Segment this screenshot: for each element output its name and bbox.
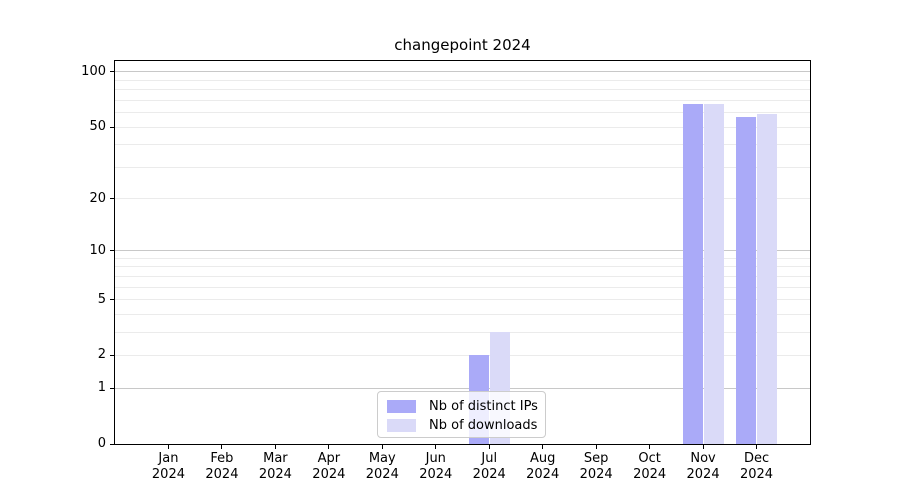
y-tick-label-100: 100 [81, 63, 106, 79]
y-tick-mark-10 [110, 250, 114, 252]
legend-item-distinct-ips: Nb of distinct IPs [378, 397, 545, 416]
legend-item-downloads: Nb of downloads [378, 416, 545, 435]
x-tick-label-aug: Aug 2024 [526, 451, 560, 482]
y-tick-mark-100 [110, 71, 114, 73]
bar-nov-nb-of-distinct-ips [682, 103, 703, 444]
y-gridline-80 [115, 89, 810, 91]
x-tick-label-oct: Oct 2024 [633, 451, 667, 482]
y-gridline-50 [115, 126, 810, 128]
x-tick-label-feb: Feb 2024 [205, 451, 239, 482]
x-tick-mark-sep [595, 445, 597, 449]
chart-title: changepoint 2024 [394, 36, 531, 54]
y-tick-mark-5 [110, 299, 114, 301]
x-tick-label-nov: Nov 2024 [686, 451, 720, 482]
y-gridline-1 [115, 387, 810, 389]
legend-label-distinct-ips: Nb of distinct IPs [429, 399, 538, 414]
y-gridline-30 [115, 166, 810, 168]
legend-swatch-distinct-ips [387, 400, 416, 413]
bar-dec-nb-of-distinct-ips [736, 116, 757, 444]
y-tick-label-2: 2 [97, 347, 106, 363]
y-tick-label-5: 5 [97, 291, 106, 307]
y-tick-label-50: 50 [89, 119, 106, 135]
y-tick-label-20: 20 [89, 190, 106, 206]
x-tick-mark-jul [488, 445, 490, 449]
y-tick-mark-0 [110, 443, 114, 445]
x-tick-mark-feb [221, 445, 223, 449]
x-tick-mark-mar [274, 445, 276, 449]
y-tick-mark-1 [110, 387, 114, 389]
x-tick-mark-apr [328, 445, 330, 449]
x-tick-mark-aug [542, 445, 544, 449]
y-gridline-40 [115, 144, 810, 146]
y-tick-label-1: 1 [97, 380, 106, 396]
x-tick-label-jan: Jan 2024 [151, 451, 185, 482]
plot-area [114, 60, 811, 445]
y-gridline-100 [115, 71, 810, 73]
x-tick-mark-may [381, 445, 383, 449]
y-gridline-70 [115, 99, 810, 101]
bar-nov-nb-of-downloads [703, 103, 724, 444]
legend-label-downloads: Nb of downloads [429, 418, 538, 433]
x-tick-mark-jun [435, 445, 437, 449]
y-gridline-3 [115, 331, 810, 333]
x-tick-label-mar: Mar 2024 [258, 451, 292, 482]
y-tick-label-0: 0 [97, 436, 106, 451]
y-gridline-4 [115, 313, 810, 315]
y-gridline-10 [115, 250, 810, 252]
x-tick-mark-nov [702, 445, 704, 449]
y-gridline-9 [115, 257, 810, 259]
x-tick-label-dec: Dec 2024 [739, 451, 774, 482]
x-tick-label-may: May 2024 [365, 451, 399, 482]
x-tick-label-jun: Jun 2024 [419, 451, 453, 482]
x-tick-mark-dec [756, 445, 758, 449]
y-gridline-6 [115, 286, 810, 288]
y-gridline-90 [115, 79, 810, 81]
y-gridline-20 [115, 198, 810, 200]
y-gridline-60 [115, 112, 810, 114]
y-tick-mark-20 [110, 198, 114, 200]
x-tick-label-apr: Apr 2024 [312, 451, 346, 482]
bar-dec-nb-of-downloads [757, 113, 778, 444]
y-tick-mark-2 [110, 354, 114, 356]
legend: Nb of distinct IPs Nb of downloads [377, 391, 546, 438]
legend-swatch-downloads [387, 419, 416, 432]
x-tick-mark-jan [167, 445, 169, 449]
y-gridline-8 [115, 266, 810, 268]
y-tick-mark-50 [110, 126, 114, 128]
y-gridline-2 [115, 354, 810, 356]
y-gridline-5 [115, 299, 810, 301]
x-tick-label-sep: Sep 2024 [579, 451, 613, 482]
y-tick-label-10: 10 [89, 242, 106, 258]
y-gridline-7 [115, 275, 810, 277]
x-tick-label-jul: Jul 2024 [472, 451, 506, 482]
x-tick-mark-oct [649, 445, 651, 449]
